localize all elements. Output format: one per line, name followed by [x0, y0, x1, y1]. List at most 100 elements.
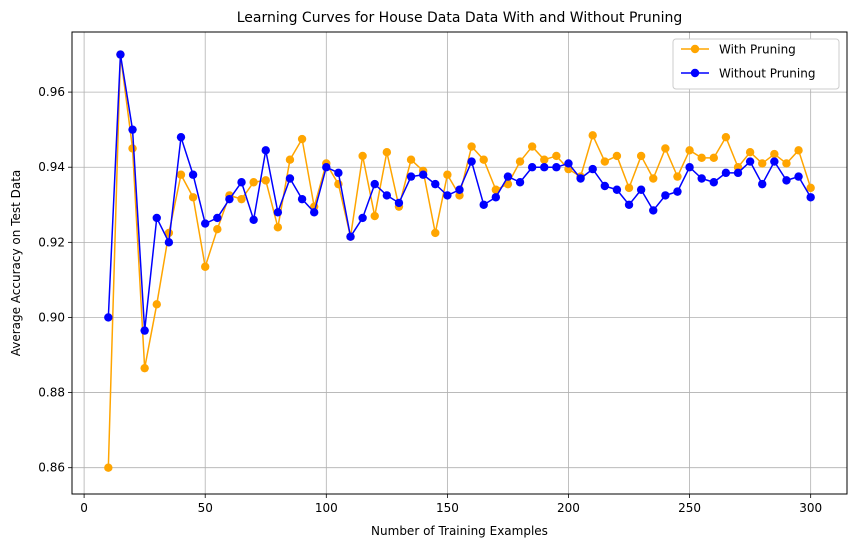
data-point-without-pruning [661, 191, 670, 200]
data-point-without-pruning [334, 168, 343, 178]
data-point-without-pruning [116, 50, 125, 59]
data-point-without-pruning [382, 191, 392, 200]
data-point-without-pruning [104, 313, 113, 322]
data-point-without-pruning [709, 178, 718, 187]
data-point-with-pruning [176, 170, 186, 179]
data-point-with-pruning [370, 211, 379, 221]
data-point-with-pruning [794, 146, 803, 155]
data-point-with-pruning [636, 151, 646, 161]
data-point-with-pruning [503, 179, 513, 189]
x-axis: 0 50 100 150 200 250 300 [80, 494, 822, 515]
data-point-with-pruning [201, 262, 210, 271]
y-tick-label: 0.86 [38, 461, 65, 475]
data-point-without-pruning [758, 179, 767, 189]
data-point-without-pruning [515, 178, 525, 187]
data-point-with-pruning [249, 178, 258, 187]
legend-marker-with-pruning [690, 44, 700, 54]
legend-box [672, 38, 840, 90]
x-tick-label: 0 [80, 501, 88, 515]
y-tick-label: 0.92 [38, 235, 65, 249]
data-point-with-pruning [431, 228, 440, 238]
data-point-without-pruning [443, 191, 452, 200]
data-point-without-pruning [188, 170, 198, 179]
legend: With Pruning Without Pruning [672, 38, 840, 90]
data-point-without-pruning [697, 174, 706, 183]
data-point-with-pruning [152, 300, 161, 309]
y-tick-label: 0.88 [38, 386, 65, 400]
data-point-without-pruning [201, 219, 210, 228]
data-point-without-pruning [685, 163, 694, 172]
data-point-with-pruning [770, 149, 779, 159]
data-point-without-pruning [527, 163, 537, 172]
data-point-without-pruning [418, 170, 428, 179]
data-point-without-pruning [806, 193, 815, 202]
data-point-without-pruning [140, 326, 149, 335]
data-point-with-pruning [612, 151, 622, 161]
data-point-without-pruning [370, 179, 379, 189]
data-point-with-pruning [721, 132, 731, 142]
data-point-without-pruning [176, 132, 186, 142]
x-tick-label: 200 [557, 501, 580, 515]
data-point-without-pruning [273, 208, 283, 217]
data-point-with-pruning [164, 228, 174, 238]
data-point-with-pruning [624, 183, 634, 193]
x-tick-label: 250 [678, 501, 701, 515]
data-point-without-pruning [564, 159, 573, 168]
x-tick-label: 50 [198, 501, 213, 515]
y-tick-label: 0.94 [38, 160, 65, 174]
data-point-without-pruning [297, 194, 307, 204]
data-point-without-pruning [322, 163, 331, 172]
data-point-without-pruning [431, 179, 440, 189]
data-point-without-pruning [309, 208, 319, 217]
data-point-with-pruning [237, 194, 246, 204]
data-point-with-pruning [552, 151, 561, 161]
data-point-without-pruning [358, 213, 367, 223]
x-tick-label: 100 [315, 501, 338, 515]
plot-area [72, 32, 847, 494]
data-point-with-pruning [443, 170, 452, 179]
data-point-without-pruning [794, 172, 803, 181]
data-point-with-pruning [588, 131, 597, 140]
data-point-with-pruning [213, 224, 222, 234]
data-point-with-pruning [806, 183, 815, 193]
data-point-without-pruning [237, 178, 246, 187]
legend-label-without-pruning: Without Pruning [719, 67, 815, 81]
data-point-without-pruning [636, 185, 646, 194]
data-point-with-pruning [600, 157, 610, 166]
data-point-with-pruning [661, 144, 670, 153]
data-point-with-pruning [104, 463, 113, 472]
data-point-without-pruning [213, 213, 222, 223]
legend-label-with-pruning: With Pruning [719, 43, 796, 57]
y-tick-label: 0.90 [38, 310, 65, 324]
data-point-without-pruning [164, 238, 174, 247]
data-point-without-pruning [552, 163, 561, 172]
data-point-without-pruning [128, 125, 137, 134]
chart-title: Learning Curves for House Data Data With… [237, 10, 683, 26]
data-point-without-pruning [152, 213, 161, 223]
data-point-with-pruning [467, 142, 476, 151]
data-point-without-pruning [588, 164, 597, 174]
data-point-without-pruning [612, 185, 622, 194]
data-point-with-pruning [709, 153, 718, 163]
data-point-without-pruning [745, 157, 755, 166]
x-axis-label: Number of Training Examples [371, 524, 548, 538]
data-point-without-pruning [673, 187, 682, 196]
data-point-with-pruning [358, 151, 367, 161]
data-point-without-pruning [479, 200, 488, 209]
data-point-with-pruning [382, 147, 392, 157]
data-point-without-pruning [540, 163, 549, 172]
data-point-without-pruning [455, 185, 464, 194]
data-point-without-pruning [467, 157, 476, 166]
data-point-without-pruning [503, 172, 513, 181]
data-point-without-pruning [576, 174, 585, 183]
data-point-with-pruning [527, 142, 537, 151]
data-point-without-pruning [600, 181, 610, 191]
data-point-with-pruning [285, 155, 295, 164]
series-layer [104, 50, 815, 472]
data-point-without-pruning [406, 172, 416, 181]
data-point-with-pruning [261, 176, 270, 185]
data-point-with-pruning [297, 134, 307, 144]
data-point-without-pruning [770, 157, 779, 166]
data-point-with-pruning [406, 155, 416, 164]
